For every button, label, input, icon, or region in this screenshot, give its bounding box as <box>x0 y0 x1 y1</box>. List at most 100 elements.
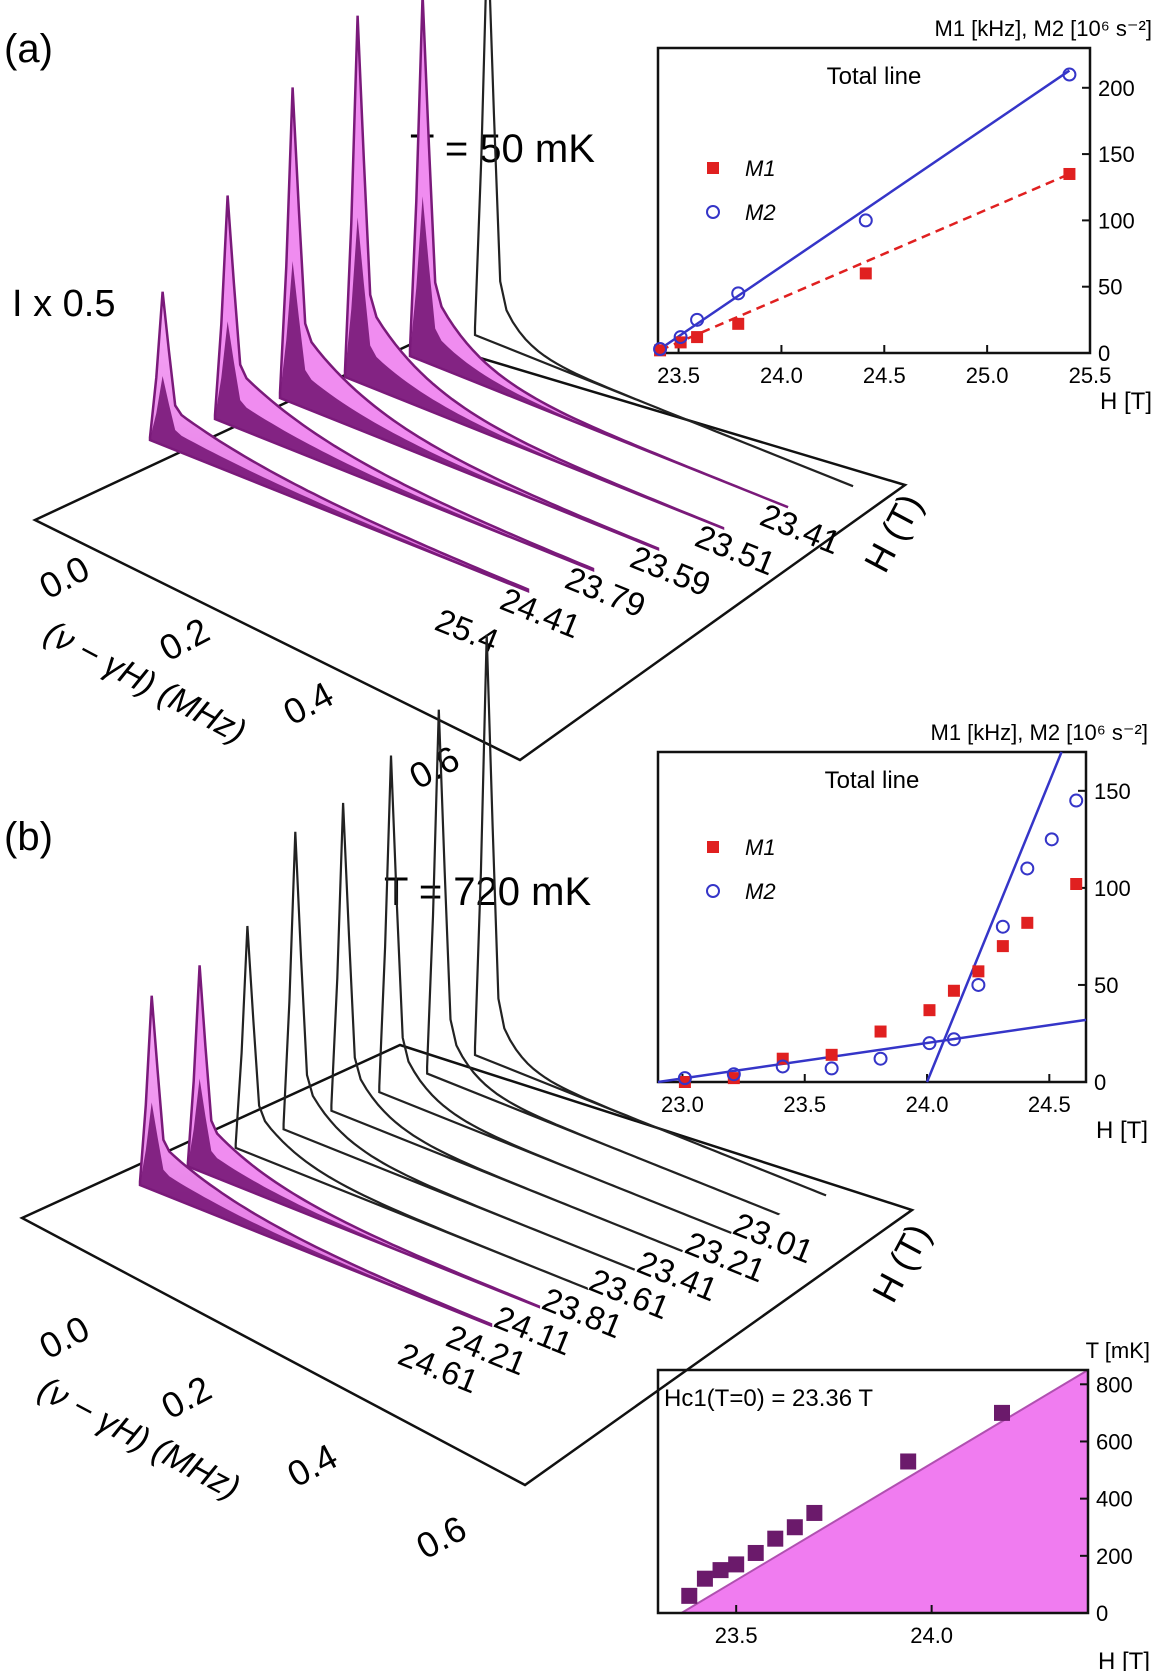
legend-m1-marker <box>707 841 719 853</box>
y-tick-label: 50 <box>1094 973 1118 998</box>
y-tick-label: 200 <box>1096 1544 1133 1569</box>
freq-tick: 0.0 <box>33 547 96 607</box>
fit-line <box>925 751 1063 1083</box>
y-tick-label: 400 <box>1096 1487 1133 1512</box>
tc-point <box>806 1504 823 1521</box>
inset-title: Total line <box>827 63 922 90</box>
x-tick-label: 24.0 <box>906 1092 949 1117</box>
m1-point <box>732 317 745 330</box>
phase-boundary-line <box>680 1369 1089 1614</box>
x-tick-label: 24.0 <box>760 363 803 388</box>
y-axis-label: M1 [kHz], M2 [10⁶ s⁻²] <box>935 16 1153 41</box>
x-tick-label: 23.5 <box>783 1092 826 1117</box>
field-label: 25.4 <box>430 601 503 659</box>
panel-a-spectra <box>148 0 854 594</box>
inset-frame <box>656 46 1092 355</box>
m1-point <box>859 267 872 280</box>
spectrum-trace <box>186 965 541 1309</box>
y-tick-label: 150 <box>1098 142 1135 167</box>
spectrum-trace <box>408 0 789 509</box>
inset-c-phase-diagram: 23.5 24.0 0 200 400 600 800 T [mK] H [T] Hc1(T=0)… <box>656 1338 1150 1671</box>
legend-m1-label: M1 <box>745 156 776 181</box>
x-axis-label: H [T] <box>1096 1117 1148 1144</box>
legend-m2-marker <box>706 884 720 898</box>
fit-line <box>657 1018 1087 1084</box>
spectrum-trace <box>138 995 493 1328</box>
x-tick-label: 24.0 <box>910 1623 953 1648</box>
freq-tick: 0.4 <box>277 673 340 733</box>
legend-m1-marker <box>707 162 719 174</box>
panel-b-freq-axis-label: (ν − γH) (MHz) <box>32 1370 246 1508</box>
x-tick-label: 25.5 <box>1069 363 1112 388</box>
m2-point <box>726 1067 741 1082</box>
x-tick-label: 23.0 <box>661 1092 704 1117</box>
m2-point <box>731 286 746 301</box>
panel-b-floor <box>19 1043 915 1487</box>
panel-b-label: (b) <box>4 815 53 859</box>
panel-b-spectra <box>138 634 827 1328</box>
legend-m1-label: M1 <box>745 835 776 860</box>
freq-tick: 0.0 <box>33 1307 96 1367</box>
tc-point <box>747 1544 764 1561</box>
tc-point <box>994 1404 1010 1421</box>
spectrum-trace <box>330 802 683 1253</box>
spectrum-trace <box>473 634 827 1197</box>
m2-point <box>995 919 1010 934</box>
legend-m2-label: M2 <box>745 879 776 904</box>
y-tick-label: 200 <box>1098 76 1135 101</box>
m2-point <box>1069 793 1084 808</box>
m1-point <box>996 940 1009 953</box>
y-tick-label: 50 <box>1098 275 1122 300</box>
spectrum-trace <box>425 709 781 1216</box>
m1-point <box>1063 167 1076 180</box>
freq-tick: 0.2 <box>155 1367 218 1427</box>
freq-tick: 0.2 <box>153 609 216 669</box>
tc-point <box>900 1453 917 1470</box>
m1-point <box>825 1048 838 1061</box>
panel-b-field-axis-label: H (T) <box>864 1217 939 1309</box>
m1-point <box>678 1076 691 1088</box>
m2-point <box>971 977 986 992</box>
m1-point <box>923 1004 936 1017</box>
m2-point <box>690 312 705 327</box>
freq-tick: 0.6 <box>403 737 466 797</box>
fit-line <box>659 69 1071 351</box>
spectrum-trace <box>148 291 530 594</box>
x-tick-label: 23.5 <box>657 363 700 388</box>
m2-point <box>1044 832 1059 847</box>
panel-a-label: (a) <box>4 27 53 71</box>
legend-m2-label: M2 <box>745 200 776 225</box>
tc-point <box>786 1519 803 1536</box>
x-tick-label: 24.5 <box>863 363 906 388</box>
y-tick-label: 0 <box>1096 1601 1108 1626</box>
inset-b-moments-720mK: 23.0 23.5 24.0 24.5 0 50 100 150 M1 [kHz], M2 [1… <box>656 720 1148 1144</box>
x-tick-label: 24.5 <box>1028 1092 1071 1117</box>
tc-point <box>767 1530 784 1547</box>
m2-point <box>677 1071 692 1086</box>
spectrum-trace <box>343 15 725 531</box>
spectrum-fill <box>187 1078 539 1307</box>
legend-m2-marker <box>706 205 720 219</box>
x-tick-label: 23.5 <box>715 1623 758 1648</box>
m2-point <box>824 1061 839 1076</box>
tc-point <box>681 1587 698 1604</box>
fit-line <box>659 172 1070 352</box>
spectrum-trace <box>473 0 854 488</box>
inset-title: Total line <box>825 767 920 794</box>
inset-frame <box>656 1368 1090 1615</box>
spectrum-trace <box>213 195 595 573</box>
freq-tick: 0.6 <box>410 1507 473 1567</box>
x-axis-label: H [T] <box>1098 1648 1150 1671</box>
y-tick-label: 100 <box>1098 208 1135 233</box>
y-tick-label: 0 <box>1098 341 1110 366</box>
x-tick-label: 25.0 <box>966 363 1009 388</box>
y-tick-label: 600 <box>1096 1429 1133 1454</box>
spectrum-trace <box>234 925 589 1291</box>
freq-tick: 0.4 <box>281 1435 344 1495</box>
spectrum-trace <box>282 831 636 1271</box>
m2-point <box>1062 67 1077 82</box>
m2-point <box>922 1036 937 1051</box>
m2-point <box>946 1032 961 1047</box>
inset-title: Hc1(T=0) = 23.36 T <box>664 1385 873 1412</box>
